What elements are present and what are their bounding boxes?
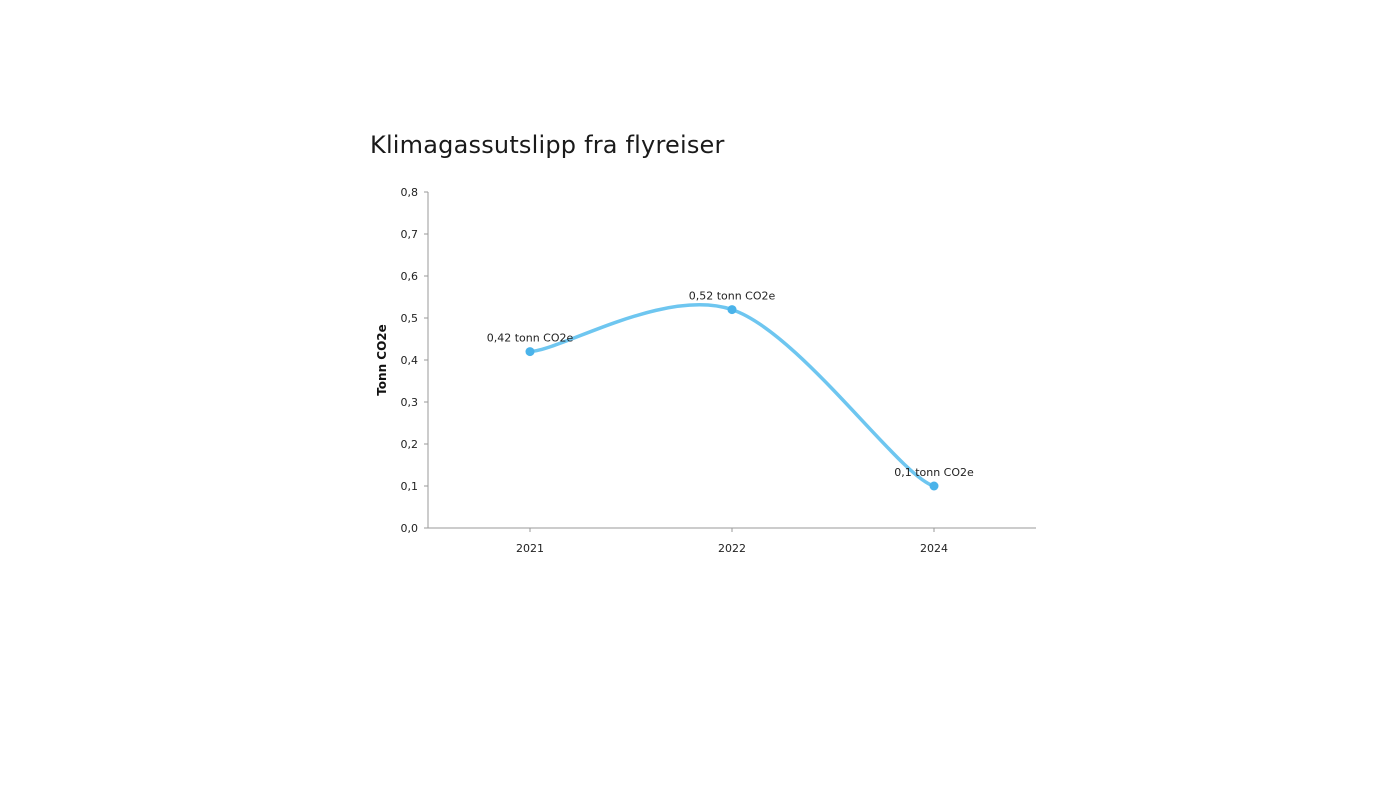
y-axis-ticks: 0,0 0,1 0,2 0,3 0,4 0,5 0,6 0,7 0,8: [401, 186, 428, 535]
series-line: [528, 303, 936, 488]
y-axis-label: Tonn CO2e: [375, 324, 389, 396]
x-tick-label: 2021: [516, 542, 544, 555]
data-label: 0,1 tonn CO2e: [894, 466, 974, 479]
x-tick-label: 2022: [718, 542, 746, 555]
data-point: [929, 481, 939, 491]
y-tick-label: 0,7: [401, 228, 419, 241]
data-label: 0,52 tonn CO2e: [689, 290, 776, 303]
y-tick-label: 0,3: [401, 396, 419, 409]
data-point: [727, 305, 737, 315]
y-tick-label: 0,2: [401, 438, 419, 451]
y-tick-label: 0,5: [401, 312, 419, 325]
x-axis-ticks: 2021 2022 2024: [516, 528, 948, 555]
data-point: [525, 347, 535, 357]
data-label: 0,42 tonn CO2e: [487, 332, 574, 345]
chart-title: Klimagassutslipp fra flyreiser: [370, 131, 725, 159]
y-tick-label: 0,8: [401, 186, 419, 199]
y-tick-label: 0,0: [401, 522, 419, 535]
data-labels: 0,42 tonn CO2e 0,52 tonn CO2e 0,1 tonn CO2…: [487, 290, 974, 479]
y-tick-label: 0,6: [401, 270, 419, 283]
chart-series: [525, 303, 939, 491]
x-tick-label: 2024: [920, 542, 948, 555]
y-tick-label: 0,1: [401, 480, 419, 493]
y-tick-label: 0,4: [401, 354, 419, 367]
